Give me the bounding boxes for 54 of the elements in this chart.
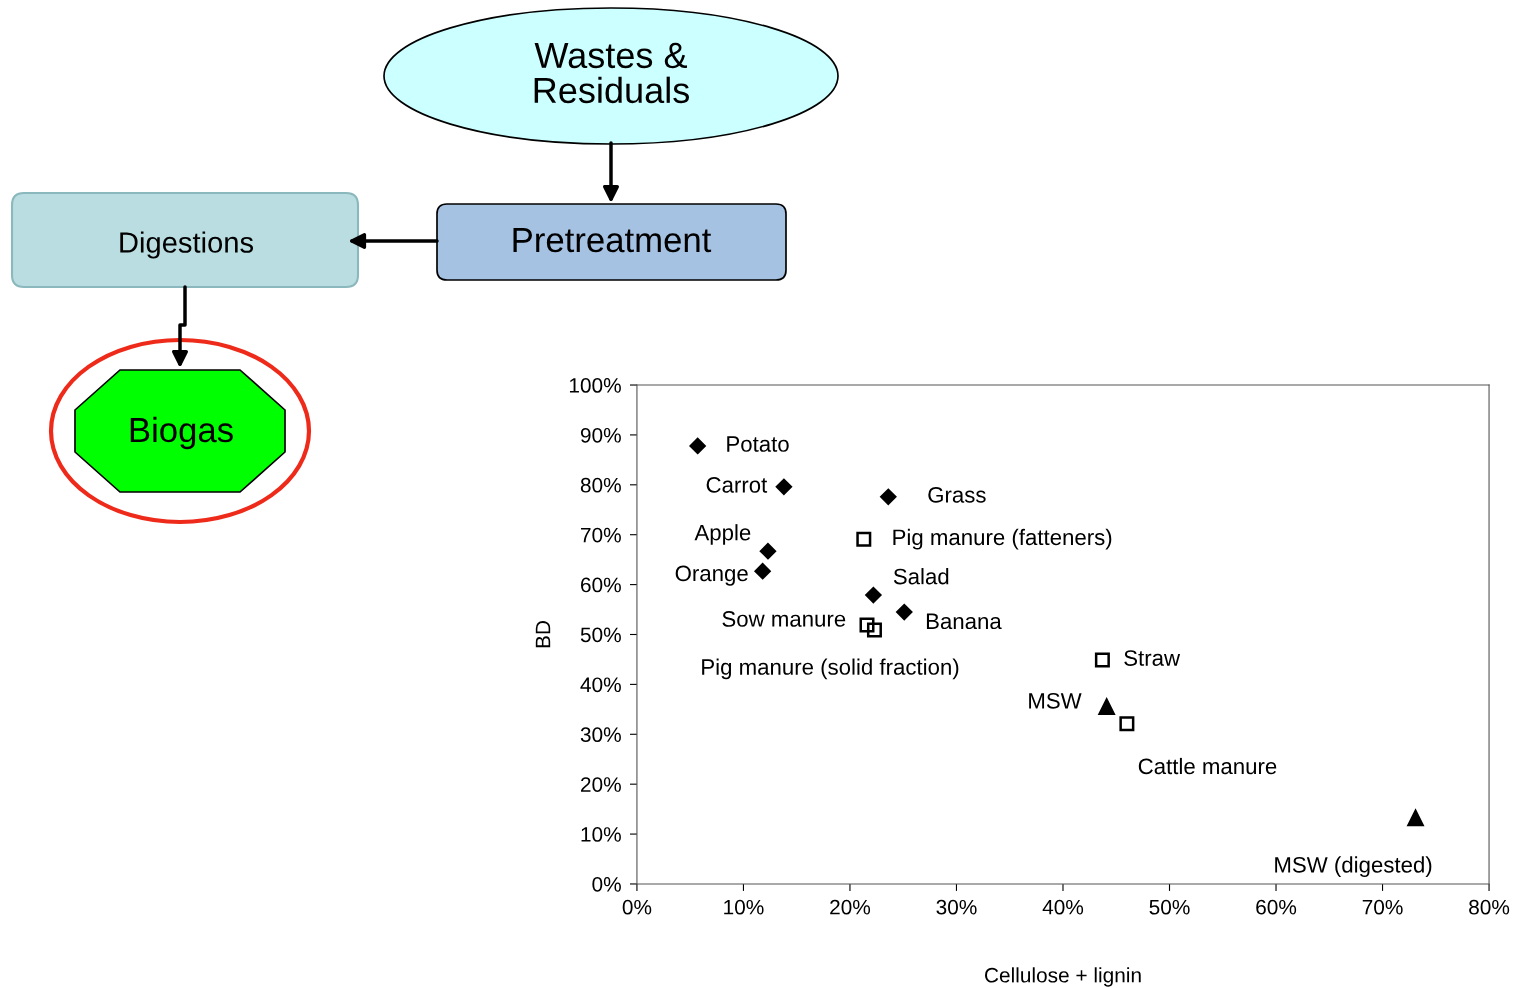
text: Biogas: [130, 416, 233, 450]
point: [856, 531, 872, 547]
point: [754, 563, 771, 580]
point: [866, 622, 882, 638]
x-tick-label: 10%: [724, 899, 764, 915]
point: [880, 488, 897, 505]
point: [865, 586, 882, 604]
point: [1407, 809, 1424, 827]
y-axis-title: BD: [535, 621, 551, 648]
x-tick-label: 20%: [830, 899, 871, 915]
point: [859, 617, 875, 633]
y-tick-label: 0%: [592, 876, 621, 892]
y-tick-label: 30%: [580, 727, 621, 743]
point: [1119, 716, 1135, 732]
point: [775, 478, 793, 495]
x-tick-label: 40%: [1042, 899, 1084, 915]
annotation: Sow manure: [722, 611, 846, 627]
point: [1098, 698, 1115, 716]
annotation: Apple: [694, 524, 751, 545]
annotation: Cattle manure: [1138, 757, 1277, 775]
annotation: Pig manure (solid fraction): [702, 658, 959, 680]
annotation: Grass: [928, 487, 986, 503]
annotation: Banana: [926, 613, 1002, 630]
y-tick-label: 100%: [569, 378, 621, 393]
annotation: MSW (digested): [1275, 856, 1432, 878]
text: Wastes & Residuals: [534, 42, 689, 104]
annotation: Potato: [727, 436, 789, 452]
annotation: MSW: [1029, 692, 1082, 709]
point: [896, 603, 913, 621]
x-tick-label: 0%: [622, 899, 652, 915]
text: Digestions: [120, 231, 254, 259]
x-tick-label: 50%: [1149, 899, 1190, 915]
y-tick-label: 50%: [580, 627, 621, 643]
y-tick-label: 90%: [580, 427, 621, 443]
x-axis-title: Cellulose + lignin: [985, 967, 1141, 987]
point: [689, 437, 706, 455]
annotation: Orange: [675, 565, 748, 586]
x-tick-label: 80%: [1469, 899, 1510, 915]
text: Pretreatment: [513, 228, 712, 253]
annotation: Straw: [1124, 650, 1181, 666]
y-tick-label: 60%: [581, 577, 621, 593]
annotation: Salad: [893, 568, 949, 585]
point: [759, 543, 777, 560]
x-tick-label: 70%: [1362, 899, 1403, 915]
y-tick-label: 10%: [581, 827, 621, 842]
y-tick-label: 80%: [580, 477, 621, 493]
x-tick-label: 60%: [1256, 899, 1297, 915]
x-tick-label: 30%: [936, 899, 977, 915]
y-tick-label: 20%: [581, 777, 621, 792]
y-tick-label: 70%: [581, 527, 621, 543]
annotation: Carrot: [706, 477, 768, 493]
point: [1094, 652, 1110, 668]
annotation: Pig manure (fatteners): [893, 528, 1112, 550]
y-tick-label: 40%: [580, 677, 621, 693]
